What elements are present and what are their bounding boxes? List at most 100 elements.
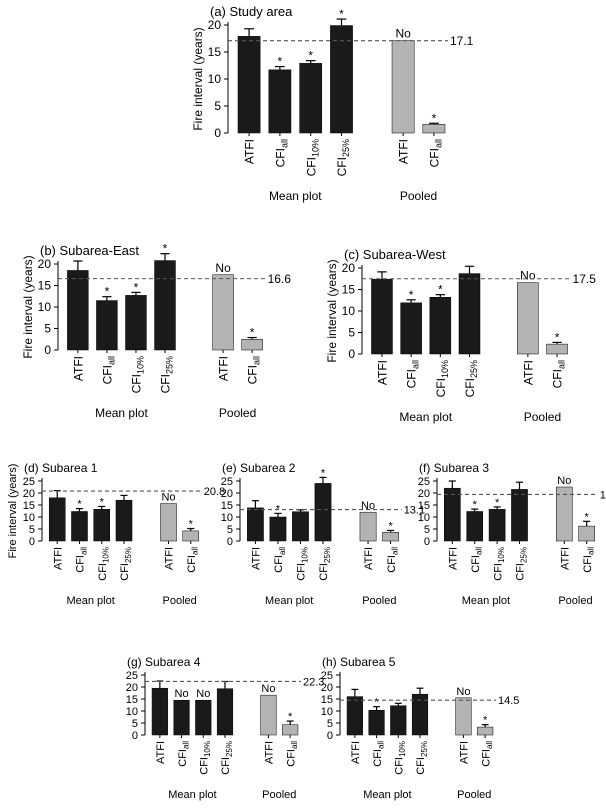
reference-value-label: 22.3 [303,676,324,688]
x-tick-label: CFIall [582,547,596,573]
no-significance-label: No [456,686,470,698]
bar-plot [154,260,176,351]
x-tick-label: ATFI [376,360,390,385]
bar-plot [67,270,89,351]
group-label-pooled: Pooled [262,789,296,801]
y-tick-label: 5 [132,718,138,730]
significance-marker: * [432,111,437,125]
y-tick-label: 25 [221,476,233,488]
bar-pooled [455,697,472,736]
bar-plot [330,25,353,134]
significance-marker: * [585,511,590,523]
x-tick-label: CFIall [273,547,287,573]
x-tick-label: ATFI [52,547,64,570]
bar-plot [314,483,332,542]
y-tick-label: 0 [44,343,51,357]
significance-marker: * [339,7,344,21]
bar-pooled [422,124,446,134]
y-axis-label: Fire interval (years) [7,464,19,559]
y-tick-label: 0 [424,536,430,548]
bar-pooled [555,486,573,542]
y-tick-label: 15 [23,500,35,512]
bar-plot [466,511,484,542]
x-tick-label: CFI25% [318,547,332,581]
y-tick-label: 25 [321,670,333,682]
y-tick-label: 0 [327,730,333,742]
y-axis-label: Fire interval (years) [21,255,35,358]
panel-title: (h) Subarea 5 [322,655,396,669]
bar-plot [71,511,88,542]
y-tick-label: 15 [418,500,430,512]
y-tick-label: 15 [126,694,138,706]
x-tick-label: ATFI [71,356,85,381]
group-label-pooled: Pooled [524,410,561,424]
x-tick-label: CFI10% [97,547,111,581]
bar-pooled [212,274,234,351]
x-tick-label: ATFI [155,741,167,764]
y-tick-label: 15 [342,283,356,297]
x-tick-label: CFI10% [492,547,506,581]
group-label-pooled: Pooled [457,789,491,801]
y-tick-label: 10 [126,706,138,718]
x-tick-label: CFI25% [119,547,133,581]
no-significance-label: No [557,475,571,487]
x-tick-label: CFIall [470,547,484,573]
no-significance-label: No [161,492,175,504]
y-tick-label: 5 [327,718,333,730]
x-tick-label: ATFI [243,139,257,164]
y-tick-label: 0 [29,536,35,548]
x-tick-label: CFIall [100,356,116,384]
y-tick-label: 10 [38,300,52,314]
x-tick-label: CFIall [480,741,494,767]
y-tick-label: 20 [38,257,52,271]
significance-marker: * [134,280,139,294]
significance-marker: * [388,520,393,532]
significance-marker: * [100,496,105,508]
y-axis-label: Fire interval (years) [191,27,205,130]
x-tick-label: CFIall [177,741,191,767]
x-tick-label: CFIall [386,547,400,573]
bar-pooled [182,530,200,542]
no-significance-label: No [175,688,189,700]
y-tick-label: 20 [321,682,333,694]
bar-plot [400,302,422,355]
y-tick-label: 5 [227,524,233,536]
x-tick-label: ATFI [521,360,535,385]
significance-marker: * [278,55,283,69]
bar-plot [458,273,481,355]
y-tick-label: 20 [221,488,233,500]
panel-title: (c) Subarea-West [344,247,446,262]
x-tick-label: CFI25% [159,356,175,393]
y-tick-label: 25 [126,670,138,682]
y-tick-label: 20 [418,488,430,500]
x-tick-label: CFIall [75,547,89,573]
panel-title: (b) Subarea-East [40,243,139,258]
group-label-pooled: Pooled [219,406,256,420]
bar-plot [173,699,190,736]
significance-marker: * [438,283,443,297]
y-tick-label: 25 [23,476,35,488]
y-tick-label: 5 [348,326,355,340]
x-tick-label: ATFI [164,547,176,570]
y-tick-label: 10 [418,512,430,524]
no-significance-label: No [395,27,411,41]
bar-plot [292,511,309,542]
x-tick-label: CFI25% [463,360,479,397]
x-tick-label: ATFI [448,547,460,570]
x-tick-label: ATFI [350,741,362,764]
bar-plot [151,687,168,736]
group-label-pooled: Pooled [558,595,592,607]
panel-title: (d) Subarea 1 [24,461,98,475]
x-tick-label: CFI10% [130,356,146,393]
panel-title: (f) Subarea 3 [419,461,489,475]
x-tick-label: CFIall [273,139,289,167]
group-label-pooled: Pooled [163,595,197,607]
reference-value-label: 17.5 [573,272,597,286]
group-label-mean-plot: Mean plot [265,595,313,607]
bar-plot [371,278,393,355]
